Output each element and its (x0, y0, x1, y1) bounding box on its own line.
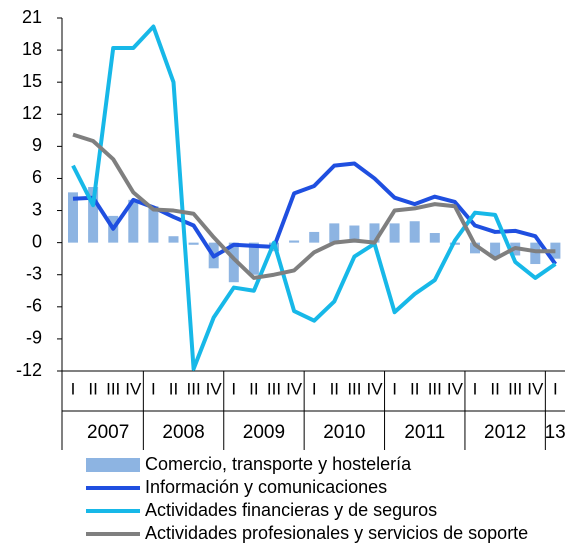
legend-label: Actividades financieras y de seguros (145, 500, 437, 520)
y-tick-label: -9 (26, 328, 42, 348)
year-label: 13 (545, 422, 566, 443)
x-tick-label: I (231, 379, 236, 398)
bar (470, 242, 480, 254)
bar (228, 242, 239, 283)
x-tick-label: I (151, 379, 156, 398)
x-tick-label: I (392, 379, 397, 398)
x-tick-label: I (553, 379, 558, 398)
y-tick-label: 15 (22, 71, 42, 91)
bar (329, 223, 340, 243)
bar (429, 233, 440, 243)
y-tick-label: 6 (32, 167, 42, 187)
legend-label: Comercio, transporte y hostelería (145, 454, 412, 474)
bar (168, 236, 179, 243)
y-tick-label: -3 (26, 263, 42, 283)
x-tick-label: IV (125, 379, 142, 398)
x-tick-label: III (267, 379, 281, 398)
year-label: 2009 (243, 422, 285, 443)
x-tick-label: III (508, 379, 522, 398)
x-tick-label: III (347, 379, 361, 398)
year-label: 2008 (162, 422, 204, 443)
x-tick-label: IV (527, 379, 544, 398)
bar (248, 242, 259, 275)
bar (289, 240, 300, 243)
x-tick-label: IV (286, 379, 303, 398)
bar (68, 192, 78, 243)
bar (389, 223, 400, 243)
year-label: 2010 (323, 422, 365, 443)
legend-swatch (86, 458, 140, 472)
y-tick-label: 12 (22, 103, 42, 123)
x-tick-label: IV (206, 379, 223, 398)
x-tick-label: II (88, 379, 97, 398)
y-tick-label: 0 (32, 231, 42, 251)
x-tick-label: II (490, 379, 499, 398)
bar (128, 199, 139, 243)
line (71, 24, 557, 371)
y-tick-label: -6 (26, 296, 42, 316)
bar (490, 242, 501, 258)
year-label: 2007 (87, 422, 129, 443)
y-tick-label: 3 (32, 199, 42, 219)
bar (88, 187, 99, 243)
line (72, 132, 556, 280)
year-label: 2012 (484, 422, 526, 443)
y-tick-label: -12 (16, 360, 42, 380)
bar (148, 206, 159, 243)
x-tick-label: II (330, 379, 339, 398)
x-tick-label: II (410, 379, 419, 398)
bar (188, 242, 199, 245)
y-tick-label: 21 (22, 7, 42, 27)
bar (309, 231, 320, 243)
y-tick-label: 18 (22, 39, 42, 59)
bar (349, 225, 360, 243)
legend-label: Información y comunicaciones (145, 477, 387, 497)
bar (369, 223, 380, 243)
x-tick-label: IV (447, 379, 464, 398)
x-tick-label: IV (366, 379, 383, 398)
bar (409, 221, 420, 243)
x-tick-label: III (187, 379, 201, 398)
x-tick-label: III (106, 379, 120, 398)
x-tick-label: I (312, 379, 317, 398)
year-label: 2011 (404, 422, 445, 443)
x-tick-label: I (71, 379, 76, 398)
legend-label: Actividades profesionales y servicios de… (145, 523, 528, 543)
x-tick-label: II (249, 379, 258, 398)
x-tick-label: II (169, 379, 178, 398)
y-tick-label: 9 (32, 135, 42, 155)
x-tick-label: III (428, 379, 442, 398)
bar (530, 242, 541, 265)
x-tick-label: I (473, 379, 478, 398)
